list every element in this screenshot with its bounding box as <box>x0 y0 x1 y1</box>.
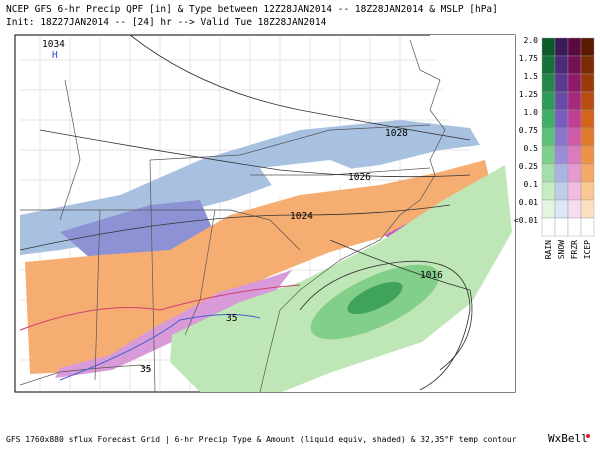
legend-swatch <box>580 73 595 93</box>
legend-swatch <box>554 199 569 219</box>
legend-level: 1.25 <box>519 90 538 99</box>
legend-level: 1.75 <box>519 54 538 63</box>
legend-level: 0.75 <box>519 126 538 135</box>
legend-swatch <box>567 127 582 147</box>
legend-level: 0.01 <box>519 198 538 207</box>
legend-swatch <box>580 109 595 129</box>
legend-swatch <box>554 91 569 111</box>
legend-swatch <box>567 163 582 183</box>
temp-contour-35 <box>59 313 261 381</box>
legend-level: 0.25 <box>519 162 538 171</box>
legend-swatch <box>580 163 595 183</box>
legend-swatch <box>567 37 582 57</box>
legend-swatch <box>567 91 582 111</box>
legend-swatch <box>567 199 582 219</box>
isobar-label: 1024 <box>290 211 313 222</box>
header-line1: NCEP GFS 6-hr Precip QPF [in] & Type bet… <box>6 4 498 15</box>
high-value: 1034 <box>42 39 65 50</box>
legend-swatch <box>554 181 569 201</box>
isobar-label: 1028 <box>385 128 408 139</box>
legend: 2.0 1.75 1.5 1.25 1.0 0.75 0.5 0.25 0.1 0.01 <0.01… <box>514 36 595 259</box>
brand: WxBell <box>548 432 588 445</box>
legend-swatch <box>554 163 569 183</box>
temp-label: 35 <box>226 313 237 324</box>
legend-swatch <box>541 55 556 75</box>
legend-swatch <box>580 55 595 75</box>
legend-swatch <box>541 163 556 183</box>
legend-swatch <box>541 145 556 165</box>
legend-type: FRZR <box>570 240 579 259</box>
legend-swatch <box>541 217 556 237</box>
legend-level: 0.5 <box>524 144 539 153</box>
legend-swatch <box>554 217 569 237</box>
footer-text: GFS 1760x880 sflux Forecast Grid | 6-hr … <box>6 435 517 444</box>
legend-swatch <box>554 127 569 147</box>
legend-swatch <box>567 73 582 93</box>
legend-type: ICEP <box>583 240 592 259</box>
legend-swatch <box>580 199 595 219</box>
legend-level: 2.0 <box>524 36 539 45</box>
legend-level: 0.1 <box>524 180 539 189</box>
legend-swatch <box>567 109 582 129</box>
legend-swatch <box>580 145 595 165</box>
rain-heavy <box>347 281 403 315</box>
isobar-label: 1026 <box>348 172 371 183</box>
header-line2: Init: 18Z27JAN2014 -- [24] hr --> Valid … <box>6 17 327 28</box>
map: 1034 H 1028 1026 1024 1016 35 35 <box>14 34 516 393</box>
isobar-label: 1016 <box>420 270 443 281</box>
legend-swatch <box>554 145 569 165</box>
legend-swatch <box>554 55 569 75</box>
legend-type: SNOW <box>557 240 566 259</box>
legend-swatch <box>567 181 582 201</box>
rain-light <box>170 165 512 392</box>
legend-swatch <box>580 181 595 201</box>
icep-shading <box>25 160 490 374</box>
legend-level: <0.01 <box>514 216 538 225</box>
legend-level: 1.5 <box>524 72 539 81</box>
dry-gap <box>260 160 360 197</box>
legend-swatch <box>541 181 556 201</box>
legend-swatch <box>580 91 595 111</box>
legend-type: RAIN <box>544 240 553 259</box>
legend-swatch <box>580 217 595 237</box>
legend-swatch <box>541 127 556 147</box>
legend-swatch <box>541 91 556 111</box>
legend-swatch <box>567 217 582 237</box>
frzr-shading <box>55 270 292 378</box>
legend-level: 1.0 <box>524 108 539 117</box>
brand-dot <box>586 434 590 438</box>
high-symbol: H <box>52 50 58 61</box>
temp-label: 35 <box>140 364 151 375</box>
legend-swatch <box>580 37 595 57</box>
legend-swatch <box>567 55 582 75</box>
legend-swatch <box>541 109 556 129</box>
temp-contour-32 <box>19 284 301 331</box>
boundaries <box>19 39 446 393</box>
legend-swatch <box>554 109 569 129</box>
legend-swatch <box>541 199 556 219</box>
legend-swatch <box>541 73 556 93</box>
legend-swatch <box>541 37 556 57</box>
legend-swatch <box>580 127 595 147</box>
legend-swatch <box>567 145 582 165</box>
legend-swatch <box>554 37 569 57</box>
isobars <box>19 34 473 391</box>
legend-swatch <box>554 73 569 93</box>
